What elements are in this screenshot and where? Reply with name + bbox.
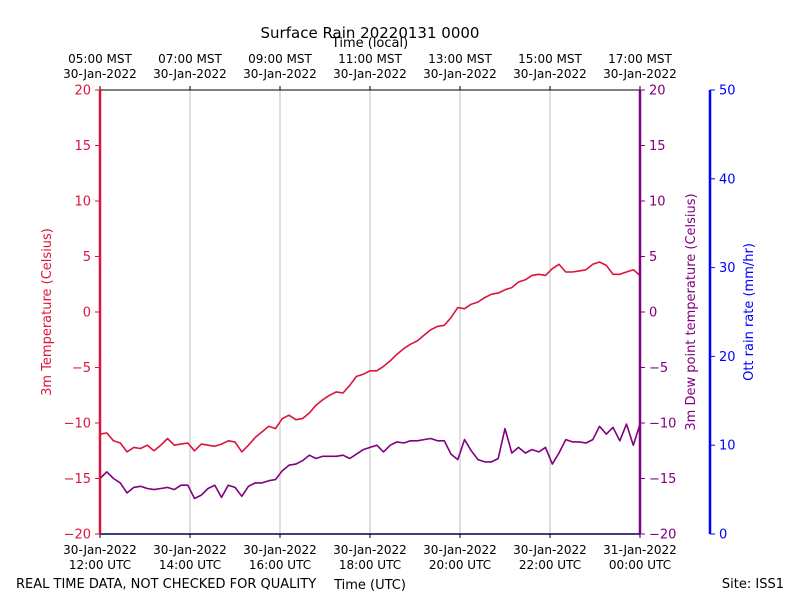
bottom-tick-time-0: 12:00 UTC (69, 558, 131, 572)
dewpoint-tick-label-7: 15 (649, 139, 666, 154)
series-line-dewpoint (99, 423, 641, 500)
dewpoint-tick-label-8: 20 (649, 84, 666, 99)
dewpoint-tick-label-5: 5 (649, 250, 657, 265)
chart-title: Surface Rain 20220131 0000 (261, 24, 480, 42)
site-label: Site: ISS1 (722, 577, 784, 592)
rain-tick-label-5: 50 (719, 84, 736, 99)
temperature-tick-label-1: −15 (64, 472, 91, 487)
dewpoint-tick-label-2: −10 (649, 417, 676, 432)
top-tick-time-2: 09:00 MST (248, 52, 312, 66)
top-tick-time-4: 13:00 MST (428, 52, 492, 66)
temperature-tick-label-6: 10 (74, 195, 91, 210)
bottom-tick-time-3: 18:00 UTC (339, 558, 401, 572)
top-tick-date-2: 30-Jan-2022 (243, 67, 317, 81)
top-tick-date-1: 30-Jan-2022 (153, 67, 227, 81)
temperature-tick-label-8: 20 (74, 84, 91, 99)
bottom-tick-time-4: 20:00 UTC (429, 558, 491, 572)
temperature-tick-label-0: −20 (64, 528, 91, 543)
bottom-tick-date-4: 30-Jan-2022 (423, 543, 497, 557)
dewpoint-tick-label-3: −5 (649, 361, 668, 376)
bottom-tick-date-0: 30-Jan-2022 (63, 543, 137, 557)
dewpoint-tick-label-0: −20 (649, 528, 676, 543)
bottom-tick-time-2: 16:00 UTC (249, 558, 311, 572)
top-tick-date-6: 30-Jan-2022 (603, 67, 677, 81)
top-tick-date-0: 30-Jan-2022 (63, 67, 137, 81)
bottom-tick-date-5: 30-Jan-2022 (513, 543, 587, 557)
top-tick-time-0: 05:00 MST (68, 52, 132, 66)
bottom-tick-date-3: 30-Jan-2022 (333, 543, 407, 557)
top-tick-date-5: 30-Jan-2022 (513, 67, 587, 81)
temperature-tick-label-2: −10 (64, 417, 91, 432)
dewpoint-tick-label-1: −15 (649, 472, 676, 487)
series-line-temperature (99, 261, 641, 453)
quality-disclaimer: REAL TIME DATA, NOT CHECKED FOR QUALITY (16, 577, 316, 592)
rain-tick-label-0: 0 (719, 528, 727, 543)
top-tick-time-1: 07:00 MST (158, 52, 222, 66)
rain-tick-label-2: 20 (719, 350, 736, 365)
temperature-tick-label-4: 0 (83, 306, 91, 321)
temperature-tick-label-7: 15 (74, 139, 91, 154)
dewpoint-tick-label-4: 0 (649, 306, 657, 321)
bottom-tick-time-1: 14:00 UTC (159, 558, 221, 572)
top-tick-time-6: 17:00 MST (608, 52, 672, 66)
bottom-tick-date-6: 31-Jan-2022 (603, 543, 677, 557)
top-axis-label: Time (local) (331, 36, 408, 51)
rain-tick-label-4: 40 (719, 172, 736, 187)
temperature-tick-label-3: −5 (72, 361, 91, 376)
top-tick-date-4: 30-Jan-2022 (423, 67, 497, 81)
top-tick-date-3: 30-Jan-2022 (333, 67, 407, 81)
bottom-tick-date-1: 30-Jan-2022 (153, 543, 227, 557)
bottom-tick-date-2: 30-Jan-2022 (243, 543, 317, 557)
bottom-axis-label: Time (UTC) (333, 578, 406, 593)
top-tick-time-3: 11:00 MST (338, 52, 402, 66)
top-tick-time-5: 15:00 MST (518, 52, 582, 66)
bottom-tick-time-5: 22:00 UTC (519, 558, 581, 572)
bottom-tick-time-6: 00:00 UTC (609, 558, 671, 572)
rain-axis-label: Ott rain rate (mm/hr) (742, 243, 757, 381)
dewpoint-tick-label-6: 10 (649, 195, 666, 210)
temperature-tick-label-5: 5 (83, 250, 91, 265)
rain-tick-label-1: 10 (719, 439, 736, 454)
dewpoint-axis-label: 3m Dew point temperature (Celsius) (684, 193, 699, 430)
rain-tick-label-3: 30 (719, 261, 736, 276)
temperature-axis-label: 3m Temperature (Celsius) (40, 228, 55, 396)
